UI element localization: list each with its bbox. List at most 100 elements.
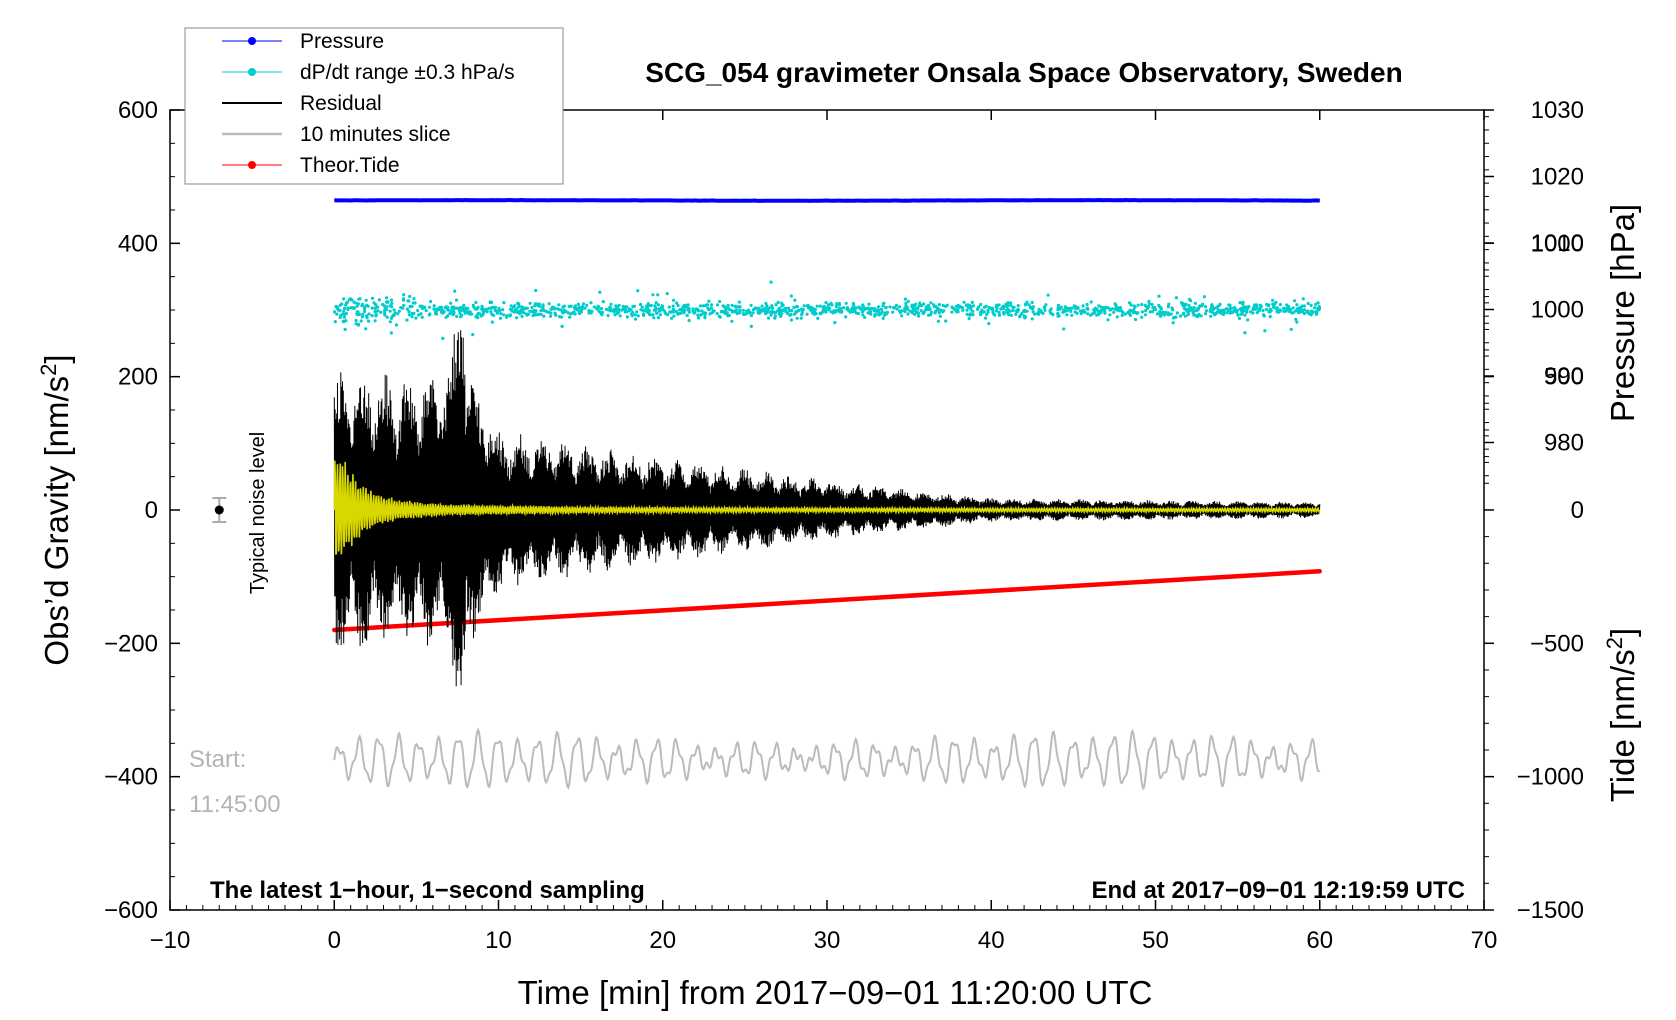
pressure-tick-label: 990 (1544, 363, 1584, 390)
dpdt-point (1180, 301, 1184, 305)
dpdt-point (460, 313, 464, 317)
x-tick-label: 50 (1142, 927, 1169, 954)
dpdt-point (514, 307, 519, 311)
dpdt-point (589, 311, 593, 315)
dpdt-point (1246, 306, 1250, 310)
dpdt-point (390, 301, 394, 305)
dpdt-point (1073, 306, 1077, 310)
dpdt-point (749, 324, 754, 328)
pressure-tick-label: 980 (1544, 430, 1584, 457)
dpdt-point (1210, 303, 1214, 307)
dpdt-point (903, 297, 908, 301)
tide-axis-title: Tide [nm/s2] (1602, 628, 1641, 802)
dpdt-point (929, 301, 933, 305)
dpdt-point (339, 313, 343, 317)
dpdt-point (344, 311, 348, 316)
dpdt-point (536, 312, 540, 316)
pressure-tick-label: 1030 (1531, 97, 1584, 124)
dpdt-point (777, 312, 781, 316)
dpdt-point (513, 304, 517, 308)
dpdt-point (1191, 310, 1196, 314)
dpdt-point (1181, 312, 1185, 316)
dpdt-point (910, 303, 914, 307)
left-tick-label: 400 (118, 230, 158, 257)
dpdt-point (979, 302, 983, 307)
dpdt-point (537, 302, 541, 306)
dpdt-point (900, 309, 904, 313)
dpdt-point (634, 317, 638, 321)
dpdt-point (522, 311, 526, 315)
x-axis-title: Time [min] from 2017−09−01 11:20:00 UTC (518, 974, 1153, 1011)
dpdt-point (730, 303, 734, 307)
dpdt-point (749, 313, 754, 318)
dpdt-point (1073, 310, 1077, 314)
dpdt-point (542, 308, 546, 312)
dpdt-point (971, 304, 976, 308)
dpdt-point (1187, 297, 1192, 301)
dpdt-point (520, 314, 524, 318)
dpdt-point (498, 308, 502, 313)
dpdt-point (936, 319, 941, 323)
dpdt-point (1166, 311, 1170, 315)
dpdt-point (583, 306, 587, 310)
dpdt-point (670, 316, 674, 320)
dpdt-point (1018, 315, 1022, 319)
dpdt-point (866, 311, 870, 315)
dpdt-point (547, 302, 551, 306)
dpdt-point (1007, 313, 1011, 317)
dpdt-point (356, 312, 360, 317)
dpdt-point (615, 305, 619, 309)
dpdt-point (360, 304, 364, 308)
dpdt-point (490, 320, 494, 324)
dpdt-point (597, 309, 601, 313)
tide-tick-label: −1000 (1517, 764, 1584, 791)
dpdt-point (410, 311, 414, 315)
dpdt-point (767, 306, 771, 310)
dpdt-point (680, 309, 685, 313)
dpdt-point (462, 303, 466, 307)
dpdt-point (696, 313, 700, 317)
dpdt-point (955, 310, 959, 314)
dpdt-point (999, 307, 1003, 311)
dpdt-point (373, 310, 377, 314)
dpdt-point (609, 302, 613, 306)
dpdt-point (994, 309, 999, 313)
dpdt-point (1171, 321, 1175, 325)
dpdt-point (1228, 306, 1232, 310)
dpdt-point (859, 307, 864, 311)
dpdt-point (1001, 306, 1006, 311)
dpdt-point (1316, 301, 1320, 305)
dpdt-point (350, 298, 354, 302)
dpdt-point (919, 309, 923, 313)
dpdt-point (1198, 304, 1202, 308)
dpdt-point (1251, 307, 1255, 312)
dpdt-point (551, 305, 555, 309)
dpdt-point (1175, 311, 1179, 315)
dpdt-point (382, 309, 387, 313)
dpdt-point (568, 305, 572, 309)
dpdt-point (1275, 310, 1279, 314)
dpdt-point (776, 300, 780, 304)
dpdt-point (937, 303, 942, 307)
dpdt-point (826, 303, 831, 307)
dpdt-point (585, 303, 589, 307)
residual-line (333, 330, 1321, 687)
dpdt-point (528, 301, 532, 305)
dpdt-point (876, 305, 881, 309)
dpdt-point (800, 312, 804, 317)
dpdt-point (1158, 312, 1162, 316)
dpdt-point (737, 300, 742, 304)
legend-label-tide: Theor.Tide (300, 154, 400, 177)
dpdt-point (860, 310, 865, 314)
dpdt-point (1189, 306, 1193, 310)
dpdt-point (685, 313, 689, 318)
dpdt-point (612, 310, 616, 314)
dpdt-point (349, 306, 353, 310)
dpdt-point (627, 307, 632, 311)
dpdt-point (914, 310, 918, 315)
dpdt-point (432, 307, 436, 311)
dpdt-point (1174, 296, 1178, 300)
dpdt-point (402, 303, 406, 307)
residual-series (333, 330, 1321, 687)
dpdt-point (668, 310, 672, 314)
